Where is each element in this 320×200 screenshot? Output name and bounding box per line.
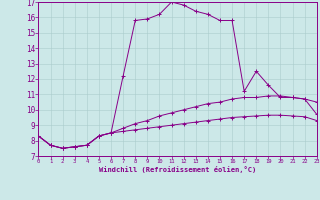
X-axis label: Windchill (Refroidissement éolien,°C): Windchill (Refroidissement éolien,°C) xyxy=(99,166,256,173)
